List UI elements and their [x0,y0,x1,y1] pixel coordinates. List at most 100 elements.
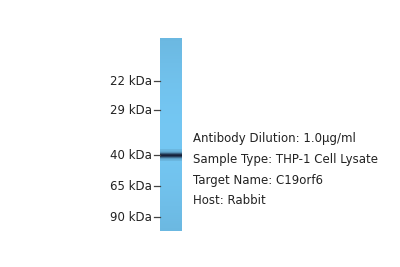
Bar [160,226,182,227]
Bar [160,153,182,154]
Bar [160,174,182,175]
Bar [160,176,182,177]
Bar [160,155,182,156]
Bar [160,81,182,82]
Bar [160,187,182,188]
Bar [160,63,182,64]
Bar [160,111,182,112]
Bar [160,146,182,147]
Bar [160,167,182,168]
Bar [160,185,182,186]
Bar [160,136,182,138]
Bar [160,61,182,62]
Bar [160,186,182,187]
Bar [160,159,182,160]
Bar [160,218,182,219]
Bar [160,51,182,52]
Bar [160,201,182,202]
Bar [160,199,182,200]
Bar [160,102,182,103]
Bar [160,155,182,156]
Bar [160,221,182,222]
Bar [160,147,182,148]
Bar [160,157,182,158]
Bar [160,204,182,205]
Bar [160,80,182,81]
Bar [160,214,182,215]
Bar [160,99,182,100]
Bar [160,152,182,153]
Bar [160,98,182,99]
Bar [160,184,182,185]
Bar [160,143,182,144]
Bar [160,39,182,40]
Bar [160,120,182,121]
Bar [160,158,182,159]
Bar [160,189,182,190]
Bar [160,132,182,133]
Bar [160,52,182,53]
Bar [160,176,182,177]
Bar [160,91,182,92]
Bar [160,48,182,49]
Bar [160,149,182,150]
Bar [160,47,182,48]
Bar [160,157,182,158]
Bar [160,133,182,134]
Bar [160,157,182,158]
Bar [160,223,182,224]
Bar [160,73,182,74]
Bar [160,170,182,171]
Bar [160,109,182,110]
Bar [160,222,182,223]
Bar [160,190,182,191]
Bar [160,173,182,174]
Bar [160,73,182,74]
Bar [160,93,182,94]
Bar [160,84,182,85]
Bar [160,158,182,159]
Bar [160,198,182,199]
Bar [160,197,182,198]
Bar [160,69,182,70]
Bar [160,153,182,154]
Bar [160,119,182,120]
Bar [160,152,182,153]
Bar [160,156,182,157]
Bar [160,198,182,199]
Bar [160,153,182,154]
Bar [160,96,182,97]
Bar [160,191,182,192]
Bar [160,125,182,126]
Bar [160,159,182,160]
Bar [160,135,182,136]
Bar [160,181,182,182]
Bar [160,182,182,183]
Bar [160,159,182,160]
Text: 65 kDa: 65 kDa [110,180,152,193]
Bar [160,157,182,158]
Bar [160,144,182,145]
Bar [160,229,182,230]
Bar [160,75,182,76]
Bar [160,59,182,60]
Bar [160,94,182,95]
Bar [160,49,182,50]
Bar [160,162,182,163]
Bar [160,187,182,188]
Bar [160,112,182,113]
Bar [160,203,182,204]
Bar [160,155,182,156]
Bar [160,117,182,118]
Bar [160,145,182,146]
Bar [160,129,182,130]
Bar [160,114,182,115]
Bar [160,169,182,170]
Bar [160,126,182,127]
Bar [160,95,182,96]
Bar [160,165,182,166]
Bar [160,156,182,157]
Bar [160,89,182,90]
Bar [160,154,182,155]
Bar [160,120,182,121]
